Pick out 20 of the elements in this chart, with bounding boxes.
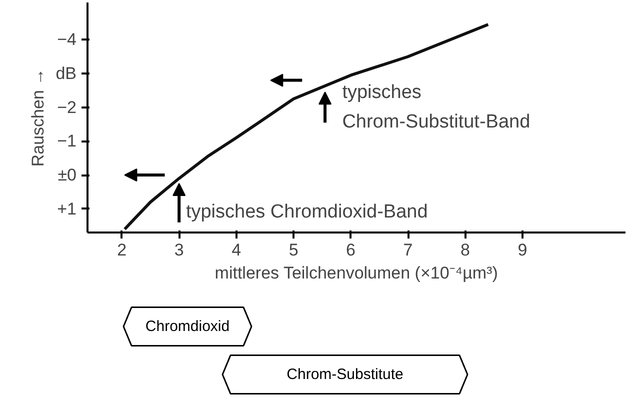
x-tick-label: 8 xyxy=(460,240,470,260)
annotation: typisches Chromdioxid-Band xyxy=(186,202,428,223)
text: Chromdioxid xyxy=(145,318,230,335)
y-tick-label: +1 xyxy=(57,199,77,218)
y-tick-label: −2 xyxy=(57,98,77,117)
y-axis-title: Rauschen → xyxy=(28,68,48,167)
x-tick-label: 7 xyxy=(403,240,413,260)
x-tick-label: 3 xyxy=(174,240,184,260)
y-tick-label: ±0 xyxy=(58,166,77,184)
x-tick-label: 5 xyxy=(288,240,298,260)
x-tick-label: 2 xyxy=(117,240,127,260)
y-tick-label: dB xyxy=(56,64,77,84)
text: Chrom-Substitute xyxy=(286,366,404,383)
x-tick-label: 6 xyxy=(346,240,356,260)
x-tick-label: 4 xyxy=(232,240,242,260)
y-tick-label: −4 xyxy=(57,30,77,50)
annotation: typisches Chrom-Substitut-Band xyxy=(342,82,530,133)
x-tick-label: 9 xyxy=(518,240,528,260)
x-axis-title: mittleres Teilchenvolumen (×10⁻⁴µm³) xyxy=(214,264,498,282)
y-tick-label: −1 xyxy=(57,132,77,151)
